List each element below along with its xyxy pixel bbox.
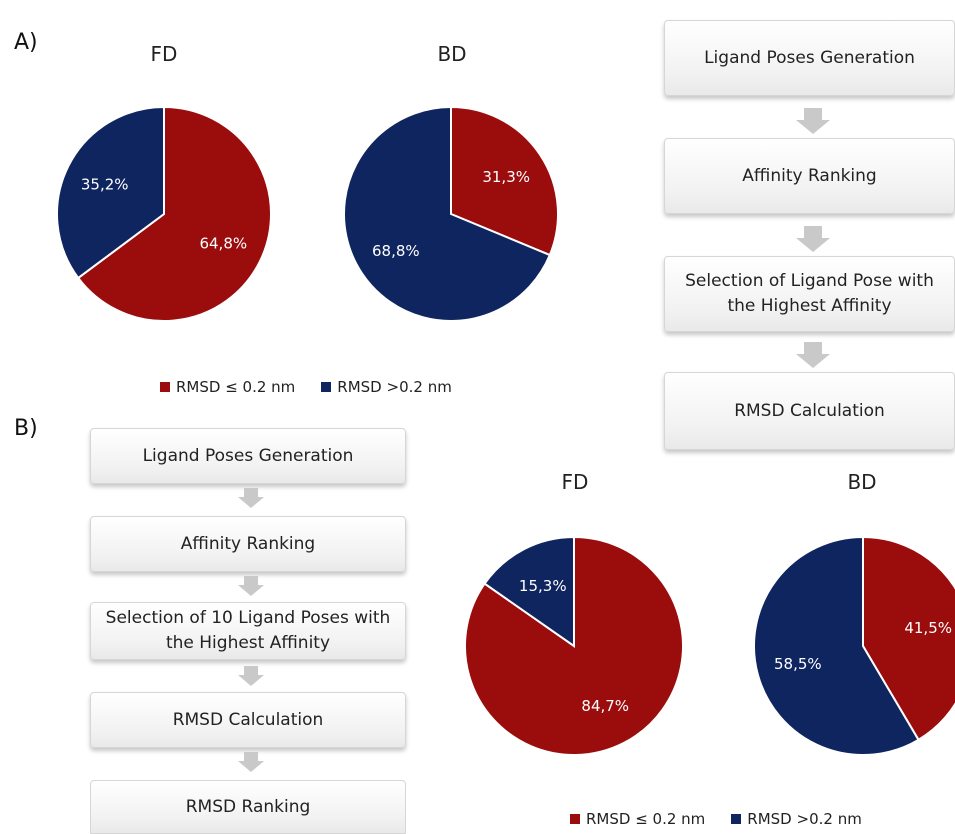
pie-b-bd-slice-high (753, 535, 920, 756)
flow-a-arrow-1 (796, 108, 830, 134)
pie-a-bd-title: BD (437, 42, 467, 66)
legend-a: RMSD ≤ 0.2 nm RMSD >0.2 nm (160, 378, 452, 396)
flow-b-step-5: RMSD Ranking (90, 780, 406, 834)
pie-b-fd-label-low: 84,7% (581, 697, 629, 715)
flow-a-arrow-2 (796, 226, 830, 252)
flow-b-arrow-3 (238, 666, 264, 686)
legend-b-item-low: RMSD ≤ 0.2 nm (570, 810, 705, 828)
legend-b-swatch-high (731, 814, 742, 824)
pie-a-bd: 31,3% 68,8% (343, 105, 559, 322)
legend-a-label-high: RMSD >0.2 nm (337, 378, 452, 396)
pie-a-fd-label-high: 35,2% (81, 175, 129, 193)
flow-b-step-4: RMSD Calculation (90, 692, 406, 748)
pie-b-bd-label-low: 41,5% (904, 619, 952, 637)
flow-a-step-2: Affinity Ranking (664, 138, 955, 214)
flow-b-arrow-2 (238, 576, 264, 596)
flow-a-step-4: RMSD Calculation (664, 372, 955, 450)
pie-b-fd-title: FD (561, 470, 589, 494)
pie-b-fd-label-high: 15,3% (519, 577, 567, 595)
pie-a-bd-label-low: 31,3% (482, 168, 530, 186)
legend-a-item-high: RMSD >0.2 nm (321, 378, 452, 396)
pie-b-bd: 41,5% 58,5% (753, 535, 955, 756)
flow-b-arrow-1 (238, 488, 264, 508)
legend-b-label-low: RMSD ≤ 0.2 nm (586, 810, 706, 828)
pie-a-bd-slice-high (343, 105, 552, 322)
pie-b-fd: 84,7% 15,3% (464, 535, 684, 756)
pie-a-fd-slice-high (56, 105, 165, 280)
flow-a-arrow-3 (796, 342, 830, 368)
pie-b-bd-label-high: 58,5% (774, 655, 822, 673)
legend-a-item-low: RMSD ≤ 0.2 nm (160, 378, 295, 396)
legend-b-item-high: RMSD >0.2 nm (731, 810, 862, 828)
flow-b-step-2: Affinity Ranking (90, 516, 406, 572)
flow-b-step-1: Ligand Poses Generation (90, 428, 406, 484)
legend-a-swatch-high (321, 382, 332, 392)
pie-a-fd-label-low: 64,8% (199, 235, 247, 253)
legend-a-swatch-low (160, 382, 170, 392)
flow-b-step-3: Selection of 10 Ligand Poses with the Hi… (90, 602, 406, 660)
flow-b-arrow-4 (238, 752, 264, 772)
flow-a-step-1: Ligand Poses Generation (664, 20, 955, 96)
pie-a-fd-title: FD (150, 42, 178, 66)
pie-b-fd-slice-high (483, 535, 575, 648)
panel-a-label: A) (14, 30, 38, 55)
pie-b-bd-slice-low (862, 535, 955, 742)
pie-a-fd-slice-low (76, 105, 272, 322)
pie-a-bd-slice-low (450, 105, 559, 257)
panel-b-label: B) (14, 416, 38, 441)
flow-a-step-3: Selection of Ligand Pose with the Highes… (664, 256, 955, 332)
pie-b-bd-title: BD (847, 470, 877, 494)
legend-b: RMSD ≤ 0.2 nm RMSD >0.2 nm (570, 810, 862, 828)
legend-a-label-low: RMSD ≤ 0.2 nm (176, 378, 296, 396)
pie-a-fd: 64,8% 35,2% (56, 105, 272, 322)
legend-b-label-high: RMSD >0.2 nm (747, 810, 862, 828)
pie-a-bd-label-high: 68,8% (372, 242, 420, 260)
legend-b-swatch-low (570, 814, 580, 824)
